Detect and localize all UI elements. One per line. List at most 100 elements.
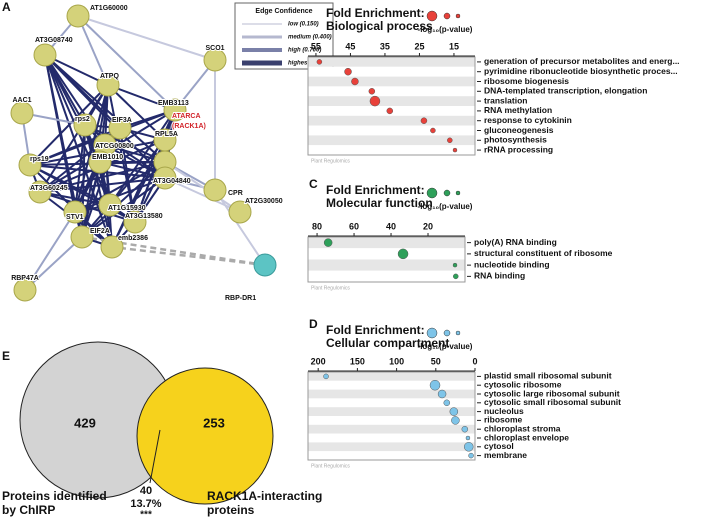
category-label: cytosolic large ribosomal subunit xyxy=(484,388,620,398)
row-band xyxy=(308,237,465,249)
size-legend-dot xyxy=(426,187,438,199)
dot xyxy=(368,88,376,95)
node xyxy=(228,200,252,224)
x-tick-label: 25 xyxy=(414,41,424,51)
edge xyxy=(81,177,166,238)
category-label: structural constituent of ribosome xyxy=(474,248,613,258)
dot xyxy=(463,442,474,452)
x-tick-label: 150 xyxy=(350,356,365,366)
edge xyxy=(74,177,166,213)
category-label: ribosome xyxy=(484,415,523,425)
dot xyxy=(468,452,474,459)
category-label: ribosome biogenesis xyxy=(484,76,569,86)
node-label: EMB3113 xyxy=(158,100,189,107)
node xyxy=(88,150,112,174)
edge xyxy=(77,15,176,111)
node-label: STV1 xyxy=(66,214,84,221)
dot xyxy=(420,117,428,124)
node-label: rps19 xyxy=(30,156,49,163)
category-label: poly(A) RNA binding xyxy=(474,237,557,247)
row-band xyxy=(308,125,475,136)
category-label: RNA methylation xyxy=(484,105,552,115)
node-label: RPL5A xyxy=(155,131,178,138)
plot-frame xyxy=(307,371,476,461)
size-legend-dot xyxy=(455,13,461,19)
node-label: AT2G30050 xyxy=(245,198,283,205)
row-band xyxy=(308,145,475,155)
node-label: AT1G15930 xyxy=(108,205,146,212)
legend-label: high (0.700) xyxy=(288,48,321,54)
edge xyxy=(109,139,166,206)
node xyxy=(63,200,87,224)
category-label: nucleolus xyxy=(484,406,524,416)
row-band xyxy=(308,433,475,443)
category-label: response to cytokinin xyxy=(484,115,572,125)
chart-subtitle: Cellular compartment xyxy=(326,336,449,350)
row-band xyxy=(308,115,475,126)
edge xyxy=(77,15,216,61)
edge xyxy=(214,189,266,266)
edge xyxy=(164,177,241,213)
x-tick-label: 50 xyxy=(431,356,441,366)
edge xyxy=(81,161,101,238)
node xyxy=(66,4,90,28)
dot xyxy=(443,399,451,407)
legend-label: medium (0.400) xyxy=(288,35,332,41)
size-legend-dot xyxy=(443,329,451,337)
x-tick-label: 55 xyxy=(311,41,321,51)
size-legend-dot xyxy=(443,189,451,197)
size-legend-dot xyxy=(426,10,438,22)
node-label: AT3G08740 xyxy=(35,37,73,44)
node-label: EMB1010 xyxy=(92,154,123,161)
venn-right-label: proteins xyxy=(207,503,255,517)
dot xyxy=(449,407,459,416)
row-band xyxy=(308,66,475,77)
dot xyxy=(323,238,333,247)
edge xyxy=(39,191,111,206)
edge xyxy=(39,177,166,193)
node xyxy=(163,98,187,122)
plot-frame xyxy=(307,56,476,156)
dot xyxy=(430,127,436,134)
chart-subtitle: Molecular function xyxy=(326,196,433,210)
dot xyxy=(451,416,460,425)
edge xyxy=(107,84,166,141)
size-legend-dot xyxy=(455,330,461,336)
x-tick-label: 0 xyxy=(472,356,477,366)
node xyxy=(203,178,227,202)
x-tick-label: 200 xyxy=(311,356,326,366)
row-band xyxy=(308,380,475,390)
chart-subtitle: Biological process xyxy=(326,19,433,33)
venn-right-count: 253 xyxy=(203,415,225,430)
category-label: cytosolic small ribosomal subunit xyxy=(484,397,621,407)
venn-left-count: 429 xyxy=(74,415,96,430)
size-legend-label: -log₁₀(p-value) xyxy=(418,25,473,34)
edge xyxy=(24,211,76,291)
venn-significance: *** xyxy=(140,510,152,519)
watermark: Plant Regulomics xyxy=(311,463,350,469)
dot xyxy=(369,95,381,107)
edge xyxy=(39,191,136,223)
node-label: (RACK1A) xyxy=(172,123,206,130)
category-label: rRNA processing xyxy=(484,144,553,154)
row-band xyxy=(308,96,475,106)
watermark: Plant Regulomics xyxy=(311,285,350,291)
x-tick-label: 100 xyxy=(389,356,404,366)
dot xyxy=(465,435,471,441)
legend-title: Edge Confidence xyxy=(255,8,312,15)
x-tick-label: 15 xyxy=(449,41,459,51)
node xyxy=(203,48,227,72)
node-label: EIF2A xyxy=(90,228,110,235)
venn-overlap-count: 40 xyxy=(140,485,152,497)
category-label: translation xyxy=(484,95,527,105)
edge xyxy=(29,84,109,166)
row-band xyxy=(308,407,475,416)
x-tick-label: 60 xyxy=(349,221,359,231)
row-band xyxy=(308,86,475,97)
edge xyxy=(107,84,176,111)
chart-title: Fold Enrichment: xyxy=(326,6,425,20)
category-label: cytosolic ribosome xyxy=(484,379,562,389)
node xyxy=(108,116,132,140)
row-band xyxy=(308,398,475,408)
